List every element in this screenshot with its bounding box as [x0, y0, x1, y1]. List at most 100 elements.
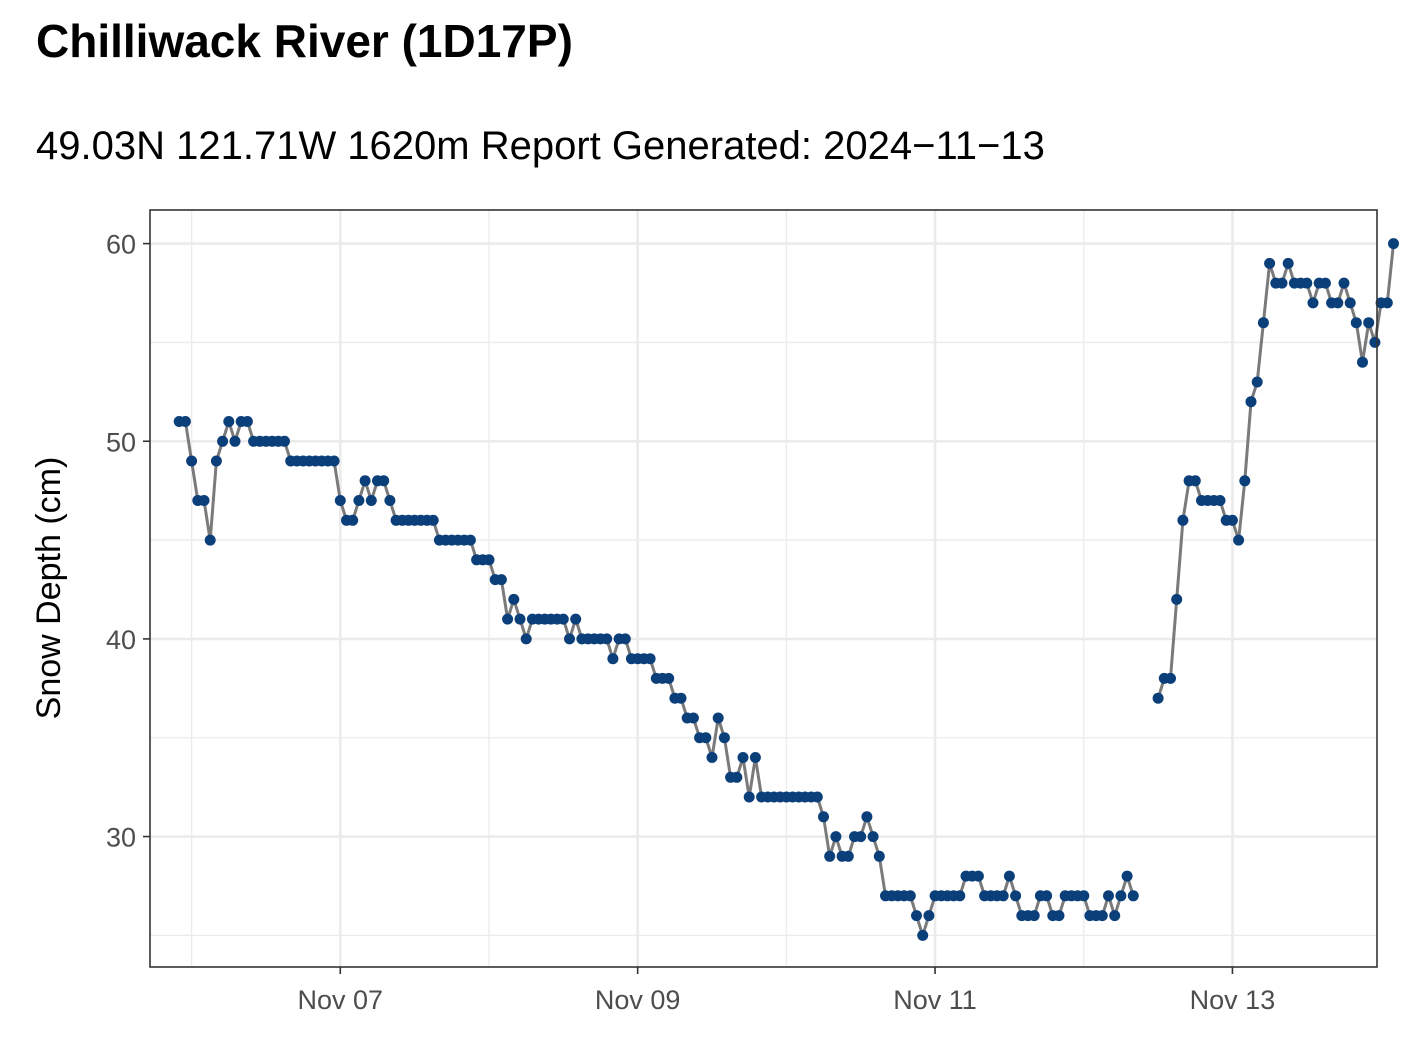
data-point: [842, 850, 854, 862]
plot-frame: [149, 209, 1378, 968]
data-point: [365, 495, 377, 506]
data-point: [1177, 514, 1189, 526]
data-point: [229, 435, 241, 447]
data-point: [1282, 257, 1294, 269]
data-point: [1369, 336, 1381, 348]
y-tick-label: 60: [106, 230, 136, 260]
data-point: [1257, 317, 1269, 329]
data-point: [334, 495, 346, 506]
data-point: [198, 495, 210, 506]
data-point: [1301, 277, 1313, 289]
data-point: [749, 752, 761, 763]
data-point: [347, 514, 359, 526]
data-point: [997, 890, 1009, 902]
data-point: [811, 791, 823, 803]
data-point: [464, 534, 476, 546]
data-point: [279, 435, 290, 447]
data-point: [712, 712, 724, 724]
data-point: [204, 534, 216, 546]
x-tick-label: Nov 07: [298, 985, 384, 1015]
data-point: [179, 416, 191, 427]
data-point: [954, 890, 966, 902]
data-point: [427, 514, 439, 526]
data-point: [601, 633, 613, 645]
data-point: [917, 929, 929, 941]
data-point: [644, 653, 656, 665]
y-tick-label: 50: [106, 427, 136, 457]
data-point: [1096, 910, 1108, 922]
data-point: [1239, 475, 1251, 487]
data-point: [1078, 890, 1090, 902]
data-point: [619, 633, 631, 645]
data-point: [520, 633, 532, 645]
data-point: [1307, 297, 1319, 309]
data-point: [972, 870, 984, 882]
data-point: [353, 495, 365, 506]
data-point: [1344, 297, 1356, 309]
major-gridlines: [150, 210, 1377, 967]
data-point: [1332, 297, 1344, 309]
series-line: [1156, 243, 1395, 699]
data-point: [1152, 692, 1164, 704]
x-tick-label: Nov 11: [893, 985, 977, 1015]
data-point: [1053, 910, 1065, 922]
data-point: [904, 890, 916, 902]
data-point: [186, 455, 198, 467]
data-point: [1388, 238, 1399, 250]
chart-title: Chilliwack River (1D17P): [36, 15, 573, 67]
data-point: [1028, 910, 1040, 922]
data-point: [1245, 396, 1257, 408]
data-point: [557, 613, 569, 625]
series-points-group: [173, 238, 1399, 941]
data-point: [514, 613, 526, 625]
y-axis-title: Snow Depth (cm): [30, 457, 68, 720]
data-point: [861, 811, 873, 823]
data-point: [867, 831, 879, 843]
data-point: [1363, 317, 1375, 329]
data-point: [824, 850, 836, 862]
data-point: [830, 831, 842, 843]
data-point: [1109, 910, 1121, 922]
data-point: [731, 771, 743, 783]
minor-gridlines: [150, 210, 1377, 967]
y-axis-ticks: 30 40 50 60: [106, 230, 150, 853]
data-point: [1189, 475, 1201, 487]
data-point: [1233, 534, 1245, 546]
data-point: [1350, 317, 1362, 329]
data-point: [737, 752, 749, 763]
data-point: [718, 732, 730, 744]
data-point: [1251, 376, 1263, 388]
data-point: [1010, 890, 1022, 902]
x-tick-label: Nov 13: [1190, 985, 1276, 1015]
data-point: [873, 850, 885, 862]
y-tick-label: 30: [106, 823, 136, 853]
data-point: [923, 910, 935, 922]
data-point: [700, 732, 712, 744]
data-point: [564, 633, 575, 645]
data-point: [607, 653, 619, 665]
data-point: [483, 554, 495, 566]
data-point: [855, 831, 867, 843]
data-point: [508, 593, 520, 605]
data-point: [495, 574, 507, 586]
data-point: [743, 791, 755, 803]
data-point: [911, 910, 922, 922]
data-point: [384, 495, 396, 506]
data-point: [217, 435, 229, 447]
data-point: [328, 455, 340, 467]
x-tick-label: Nov 09: [595, 985, 681, 1015]
data-point: [1226, 514, 1238, 526]
data-point: [675, 692, 687, 704]
data-point: [1381, 297, 1393, 309]
chart-subtitle: 49.03N 121.71W 1620m Report Generated: 2…: [36, 124, 1045, 168]
data-point: [223, 416, 235, 427]
data-point: [1121, 870, 1133, 882]
data-point: [378, 475, 390, 487]
data-point: [210, 455, 222, 467]
data-point: [1041, 890, 1053, 902]
data-point: [687, 712, 699, 724]
data-point: [1276, 277, 1288, 289]
data-point: [1319, 277, 1331, 289]
data-point: [1214, 495, 1226, 506]
